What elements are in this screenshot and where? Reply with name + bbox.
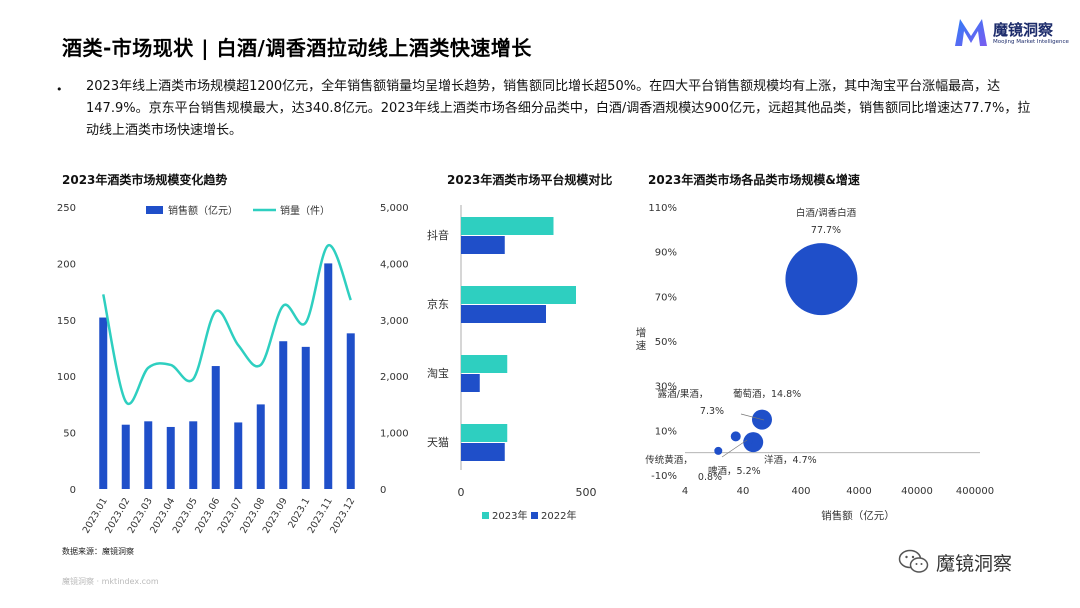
platform-x-tick-label: 500 — [576, 486, 597, 499]
watermark: 魔镜洞察 — [898, 545, 1068, 579]
legend-sales-swatch — [146, 206, 163, 214]
platform-label: 天猫 — [427, 436, 449, 449]
sales-bar — [99, 317, 108, 489]
left-axis-tick-label: 150 — [57, 316, 76, 327]
bubble-y-tick-label: 110% — [648, 203, 677, 214]
bubble-y-tick-label: 10% — [655, 426, 677, 437]
legend-volume-label: 销量（件） — [280, 204, 330, 217]
left-axis-tick-label: 200 — [57, 259, 76, 270]
sales-bar — [211, 366, 220, 489]
logo-name: 魔镜洞察 — [993, 21, 1054, 39]
volume-line — [102, 244, 352, 406]
platform-bar-2022 — [461, 374, 480, 392]
category-bubble — [744, 437, 753, 446]
bubble-y-axis-label: 速 — [636, 340, 647, 352]
right-axis-tick-label: 5,000 — [380, 203, 409, 214]
bullet-icon: • — [56, 83, 63, 96]
platform-bar-2023 — [461, 286, 576, 304]
right-axis-tick-label: 1,000 — [380, 429, 409, 440]
bubble-x-tick-label: 4000 — [846, 486, 871, 497]
leader-line — [740, 413, 765, 421]
legend-2022-label: 2022年 — [541, 509, 576, 522]
bubble-x-tick-label: 40 — [737, 486, 750, 497]
watermark-text: 魔镜洞察 — [936, 553, 1013, 575]
platform-bar-2023 — [461, 355, 508, 373]
category-bubble — [714, 446, 723, 455]
bubble-name-label: 啤酒，5.2% — [708, 465, 761, 477]
left-axis-tick-label: 100 — [57, 372, 76, 383]
platform-bar-2023 — [461, 217, 554, 235]
sales-bar — [144, 421, 153, 489]
brand-logo: 魔镜洞察 Moojing Market Intelligence — [953, 16, 1069, 50]
trend-chart-title: 2023年酒类市场规模变化趋势 — [62, 173, 228, 187]
bubble-y-tick-label: 50% — [655, 337, 677, 348]
platform-x-tick-label: 0 — [458, 486, 465, 499]
data-source: 数据来源：魔镜洞察 — [62, 547, 134, 556]
category-bubble — [785, 243, 858, 316]
sales-bar — [121, 424, 130, 489]
sales-bar — [234, 422, 243, 489]
sales-bar — [324, 263, 333, 489]
bubble-value-label: 77.7% — [811, 225, 841, 236]
wechat-icon — [898, 549, 929, 573]
bubble-x-tick-label: 4 — [682, 486, 688, 497]
legend-2022-swatch — [531, 512, 538, 519]
legend-sales-label: 销售额（亿元） — [168, 204, 238, 217]
bubble-x-tick-label: 400 — [791, 486, 810, 497]
sales-bar — [189, 421, 198, 489]
category-bubble — [730, 431, 741, 442]
right-axis-tick-label: 2,000 — [380, 372, 409, 383]
sales-bar — [256, 404, 265, 489]
bubble-x-tick-label: 400000 — [956, 486, 994, 497]
sales-bar — [279, 341, 288, 489]
leader-line — [721, 439, 748, 458]
sales-bar — [301, 346, 310, 489]
legend-2023-label: 2023年 — [492, 509, 527, 522]
bubble-x-tick-label: 40000 — [901, 486, 933, 497]
logo-subtitle: Moojing Market Intelligence — [993, 39, 1069, 45]
platform-label: 淘宝 — [427, 366, 449, 380]
trend-chart: 0 50 100 150 200 250 0 1,000 2,000 3,000 4,000 5,00… — [57, 203, 409, 536]
logo-m-icon — [955, 19, 987, 46]
bubble-y-tick-label: 70% — [655, 292, 677, 303]
bubble-y-axis-label: 增 — [636, 326, 647, 339]
legend-2023-swatch — [482, 512, 489, 519]
platform-bar-2023 — [461, 424, 508, 442]
footer-text: 魔镜洞察 · mktindex.com — [62, 577, 159, 586]
bubble-x-axis-label: 销售额（亿元） — [821, 509, 895, 522]
sales-bar — [346, 333, 355, 489]
platform-label: 抖音 — [427, 228, 449, 242]
bubble-y-tick-label: 90% — [655, 248, 677, 259]
platform-chart-title: 2023年酒类市场平台规模对比 — [447, 173, 613, 187]
bubble-value-label: 7.3% — [700, 406, 724, 417]
platform-label: 京东 — [427, 297, 449, 311]
bubble-name-label: 葡萄酒，14.8% — [733, 388, 801, 400]
bubble-y-tick-label: -10% — [651, 471, 677, 482]
right-axis-tick-label: 3,000 — [380, 316, 409, 327]
left-axis-tick-label: 0 — [70, 485, 76, 496]
bubble-name-label: 传统黄酒， — [645, 454, 693, 466]
platform-bar-2022 — [461, 305, 546, 323]
summary-text: 2023年线上酒类市场规模超1200亿元，全年销售额销量均呈增长趋势，销售额同比… — [86, 79, 1031, 138]
right-axis-tick-label: 4,000 — [380, 259, 409, 270]
platform-bar-2022 — [461, 443, 505, 461]
page-title: 酒类-市场现状 | 白酒/调香酒拉动线上酒类快速增长 — [62, 36, 532, 60]
bubble-y-tick-label: 30% — [655, 382, 677, 393]
bubble-name-label: 露酒/果酒， — [658, 389, 709, 400]
sales-bar — [166, 426, 175, 489]
left-axis-tick-label: 250 — [57, 203, 76, 214]
platform-bar-2022 — [461, 236, 505, 254]
bubble-name-label: 洋酒，4.7% — [764, 454, 817, 466]
bubble-name-label: 白酒/调香白酒 — [796, 207, 857, 219]
right-axis-tick-label: 0 — [380, 485, 386, 496]
bubble-value-label: 0.8% — [698, 472, 722, 483]
left-axis-tick-label: 50 — [63, 429, 76, 440]
category-chart-title: 2023年酒类市场各品类市场规模&增速 — [648, 173, 860, 187]
